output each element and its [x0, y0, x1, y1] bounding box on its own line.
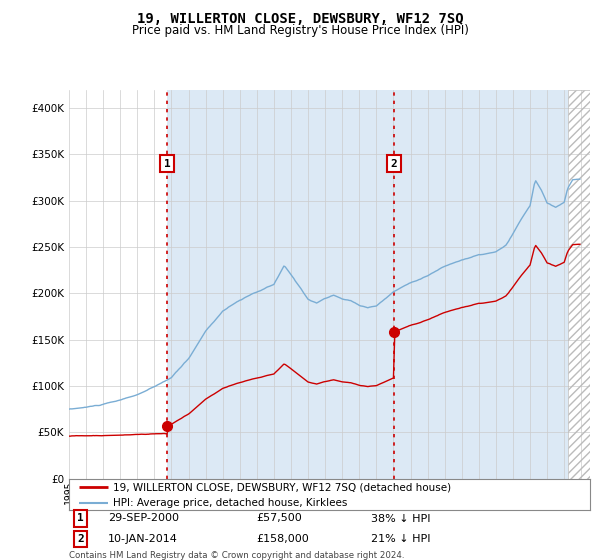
- Text: 1: 1: [77, 514, 84, 524]
- Text: 10-JAN-2014: 10-JAN-2014: [108, 534, 178, 544]
- Text: 21% ↓ HPI: 21% ↓ HPI: [371, 534, 431, 544]
- Text: 1: 1: [164, 158, 170, 169]
- Text: 2: 2: [391, 158, 397, 169]
- Text: £158,000: £158,000: [256, 534, 309, 544]
- Text: 38% ↓ HPI: 38% ↓ HPI: [371, 514, 431, 524]
- Text: 29-SEP-2000: 29-SEP-2000: [108, 514, 179, 524]
- Text: HPI: Average price, detached house, Kirklees: HPI: Average price, detached house, Kirk…: [113, 498, 347, 508]
- Text: Contains HM Land Registry data © Crown copyright and database right 2024.
This d: Contains HM Land Registry data © Crown c…: [69, 551, 404, 560]
- Text: Price paid vs. HM Land Registry's House Price Index (HPI): Price paid vs. HM Land Registry's House …: [131, 24, 469, 36]
- Text: 19, WILLERTON CLOSE, DEWSBURY, WF12 7SQ: 19, WILLERTON CLOSE, DEWSBURY, WF12 7SQ: [137, 12, 463, 26]
- Text: £57,500: £57,500: [256, 514, 302, 524]
- Text: 19, WILLERTON CLOSE, DEWSBURY, WF12 7SQ (detached house): 19, WILLERTON CLOSE, DEWSBURY, WF12 7SQ …: [113, 482, 451, 492]
- Bar: [568, 90, 590, 479]
- Bar: [167, 90, 568, 479]
- Bar: [568, 90, 590, 479]
- Text: 2: 2: [77, 534, 84, 544]
